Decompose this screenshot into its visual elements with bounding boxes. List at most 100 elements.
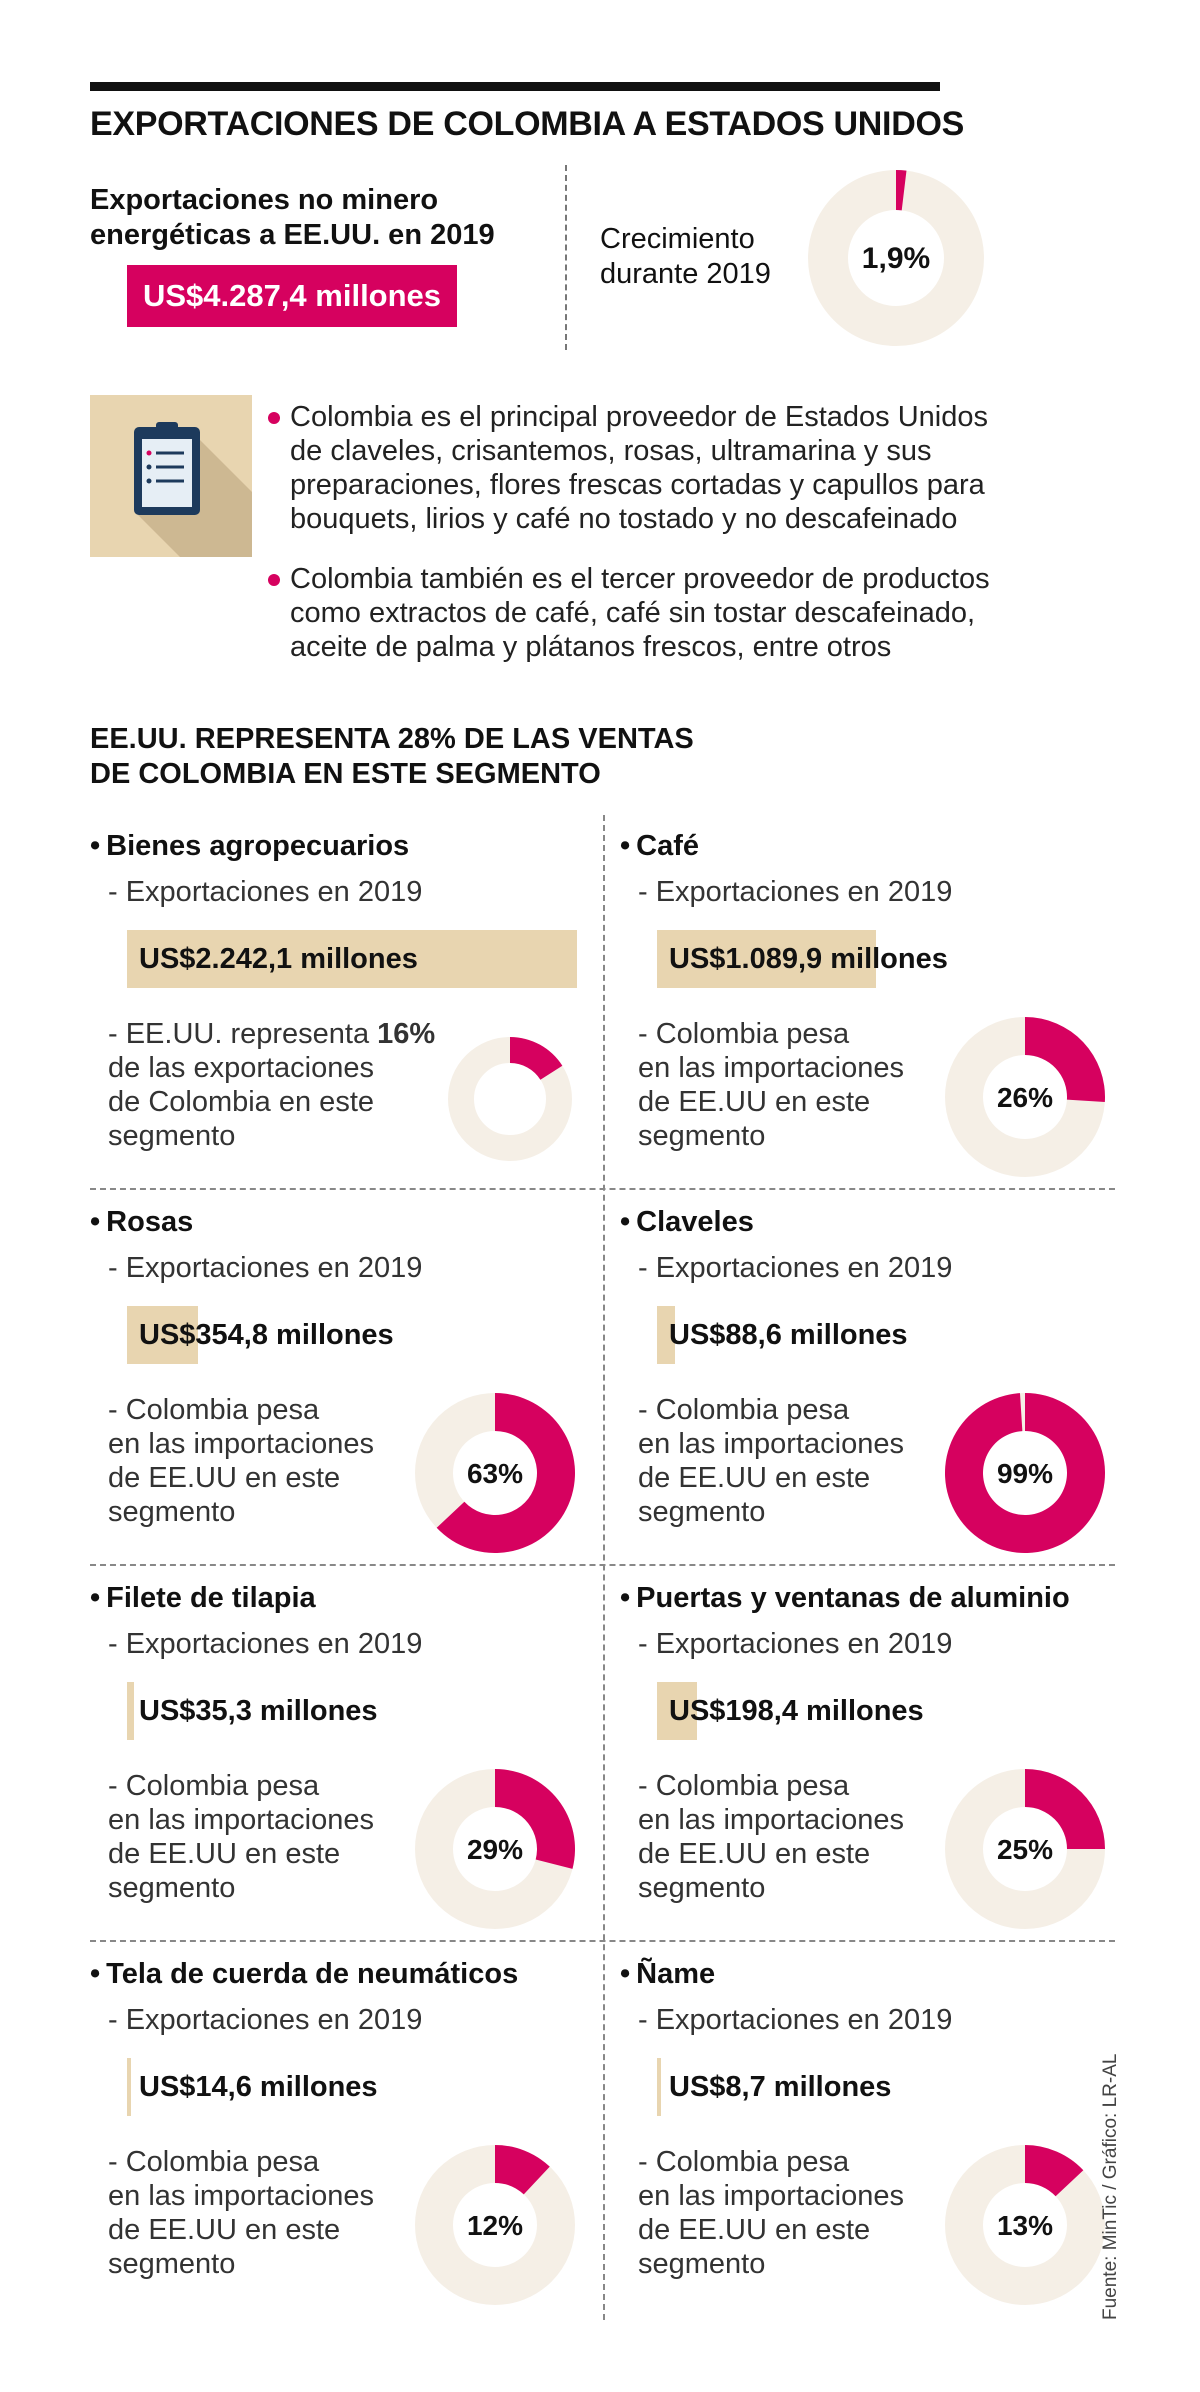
page-title: EXPORTACIONES DE COLOMBIA A ESTADOS UNID…: [90, 105, 964, 143]
share-description-line: de las exportaciones: [108, 1052, 374, 1084]
product-cell: Ñame - Exportaciones en 2019 US$8,7 millon…: [620, 1940, 1130, 2316]
growth-label-line: durante 2019: [600, 258, 771, 290]
exports-label-line: Exportaciones no minero: [90, 184, 439, 216]
header-divider: [565, 165, 567, 350]
share-description-line: de EE.UU en este: [638, 2214, 871, 2246]
export-bar-fill: [657, 2058, 661, 2116]
share-description-line: - Colombia pesa: [638, 1770, 850, 1802]
share-description-line: segmento: [638, 1496, 766, 1528]
share-donut-arc: [510, 1037, 563, 1080]
section-title-line: EE.UU. REPRESENTA 28% DE LAS VENTAS: [90, 723, 694, 755]
share-donut-chart: 13%: [945, 2145, 1105, 2305]
share-description-line: en las importaciones: [638, 1428, 904, 1460]
product-title: Rosas: [90, 1206, 193, 1239]
share-description-line: segmento: [108, 1872, 236, 1904]
fact-line: Colombia también es el tercer proveedor …: [290, 563, 990, 595]
export-bar-fill: [127, 1682, 135, 1740]
export-value-label: US$354,8 millones: [139, 1319, 394, 1351]
share-donut-chart: [448, 1037, 572, 1161]
product-subtitle: - Exportaciones en 2019: [108, 1252, 423, 1284]
share-description-line: - Colombia pesa: [638, 2146, 850, 2178]
share-donut-chart: 26%: [945, 1017, 1105, 1177]
product-title: Filete de tilapia: [90, 1582, 316, 1615]
share-description-line: segmento: [638, 2248, 766, 2280]
export-value-label: US$8,7 millones: [669, 2071, 892, 2103]
export-bar: US$354,8 millones: [127, 1306, 577, 1364]
share-description: - EE.UU. representa 16% de las exportacio…: [108, 1017, 438, 1153]
share-donut-label: 25%: [997, 1834, 1053, 1865]
share-description-line: en las importaciones: [108, 1804, 374, 1836]
product-subtitle: - Exportaciones en 2019: [108, 1628, 423, 1660]
export-bar-fill: [127, 2058, 131, 2116]
share-description: - Colombia pesa en las importaciones de EE…: [108, 1393, 438, 1529]
share-description-line: de Colombia en este: [108, 1086, 374, 1118]
share-description-line: de EE.UU en este: [108, 2214, 341, 2246]
share-description-line: en las importaciones: [638, 1052, 904, 1084]
share-donut-arc: [1025, 1769, 1105, 1849]
share-description: - Colombia pesa en las importaciones de EE…: [638, 1393, 968, 1529]
product-subtitle: - Exportaciones en 2019: [638, 2004, 953, 2036]
export-value-label: US$198,4 millones: [669, 1695, 924, 1727]
share-donut-chart: 12%: [415, 2145, 575, 2305]
share-description-line: en las importaciones: [108, 2180, 374, 2212]
export-bar: US$1.089,9 millones: [657, 930, 1107, 988]
share-description: - Colombia pesa en las importaciones de EE…: [108, 1769, 438, 1905]
export-value-label: US$88,6 millones: [669, 1319, 908, 1351]
share-donut-arc: [436, 1393, 575, 1553]
total-exports-badge: US$4.287,4 millones: [127, 265, 457, 327]
product-subtitle: - Exportaciones en 2019: [638, 1628, 953, 1660]
fact-item: Colombia es el principal proveedor de Es…: [268, 400, 1128, 536]
product-cell: Rosas - Exportaciones en 2019 US$354,8 mil…: [90, 1188, 600, 1564]
product-cell: Café - Exportaciones en 2019 US$1.089,9 mi…: [620, 812, 1130, 1188]
share-donut-arc: [495, 2145, 550, 2195]
fact-line: de claveles, crisantemos, rosas, ultrama…: [290, 435, 932, 467]
grid-divider-vertical: [603, 815, 605, 2320]
product-title: Claveles: [620, 1206, 754, 1239]
growth-donut-chart: 1,9%: [808, 170, 984, 346]
export-bar: US$88,6 millones: [657, 1306, 1107, 1364]
source-credit: Fuente: MinTic / Gráfico: LR-AL: [1100, 2053, 1121, 2320]
share-description-line: segmento: [108, 1120, 236, 1152]
export-bar: US$2.242,1 millones: [127, 930, 577, 988]
share-donut-label: 13%: [997, 2210, 1053, 2241]
share-description-line: de EE.UU en este: [108, 1838, 341, 1870]
export-bar-fill: [657, 930, 876, 988]
section-title-line: DE COLOMBIA EN ESTE SEGMENTO: [90, 758, 601, 790]
share-description-line: de EE.UU en este: [638, 1462, 871, 1494]
grid-divider-horizontal: [90, 1940, 1115, 1942]
top-rule: [90, 82, 940, 91]
product-subtitle: - Exportaciones en 2019: [108, 2004, 423, 2036]
share-description: - Colombia pesa en las importaciones de EE…: [638, 2145, 968, 2281]
share-donut-chart: 29%: [415, 1769, 575, 1929]
fact-line: bouquets, lirios y café no tostado y no …: [290, 503, 958, 535]
share-donut-chart: 25%: [945, 1769, 1105, 1929]
share-donut-arc: [495, 1769, 575, 1869]
export-bar: US$198,4 millones: [657, 1682, 1107, 1740]
fact-line: aceite de palma y plátanos frescos, entr…: [290, 631, 892, 663]
product-cell: Bienes agropecuarios - Exportaciones en 2…: [90, 812, 600, 1188]
fact-line: Colombia es el principal proveedor de Es…: [290, 401, 988, 433]
product-title: Puertas y ventanas de aluminio: [620, 1582, 1070, 1615]
exports-label-line: energéticas a EE.UU. en 2019: [90, 219, 495, 251]
share-description-line: de EE.UU en este: [638, 1838, 871, 1870]
facts-list: Colombia es el principal proveedor de Es…: [268, 400, 1128, 690]
fact-line: preparaciones, flores frescas cortadas y…: [290, 469, 985, 501]
growth-label: Crecimiento durante 2019: [600, 222, 771, 292]
product-cell: Filete de tilapia - Exportaciones en 2019…: [90, 1564, 600, 1940]
share-description-line: - Colombia pesa: [108, 2146, 320, 2178]
export-bar-fill: [127, 1306, 199, 1364]
growth-donut-arc: [896, 170, 907, 211]
share-description-line: - Colombia pesa: [638, 1018, 850, 1050]
grid-divider-horizontal: [90, 1564, 1115, 1566]
share-description-line: en las importaciones: [638, 1804, 904, 1836]
grid-divider-horizontal: [90, 1188, 1115, 1190]
product-title: Bienes agropecuarios: [90, 830, 409, 863]
export-bar: US$35,3 millones: [127, 1682, 577, 1740]
export-value-label: US$35,3 millones: [139, 1695, 378, 1727]
exports-label: Exportaciones no minero energéticas a EE…: [90, 183, 570, 253]
product-title: Ñame: [620, 1958, 715, 1991]
share-description-line: - Colombia pesa: [638, 1394, 850, 1426]
fact-item: Colombia también es el tercer proveedor …: [268, 562, 1128, 664]
export-bar-fill: [657, 1682, 697, 1740]
share-donut-label: 26%: [997, 1082, 1053, 1113]
